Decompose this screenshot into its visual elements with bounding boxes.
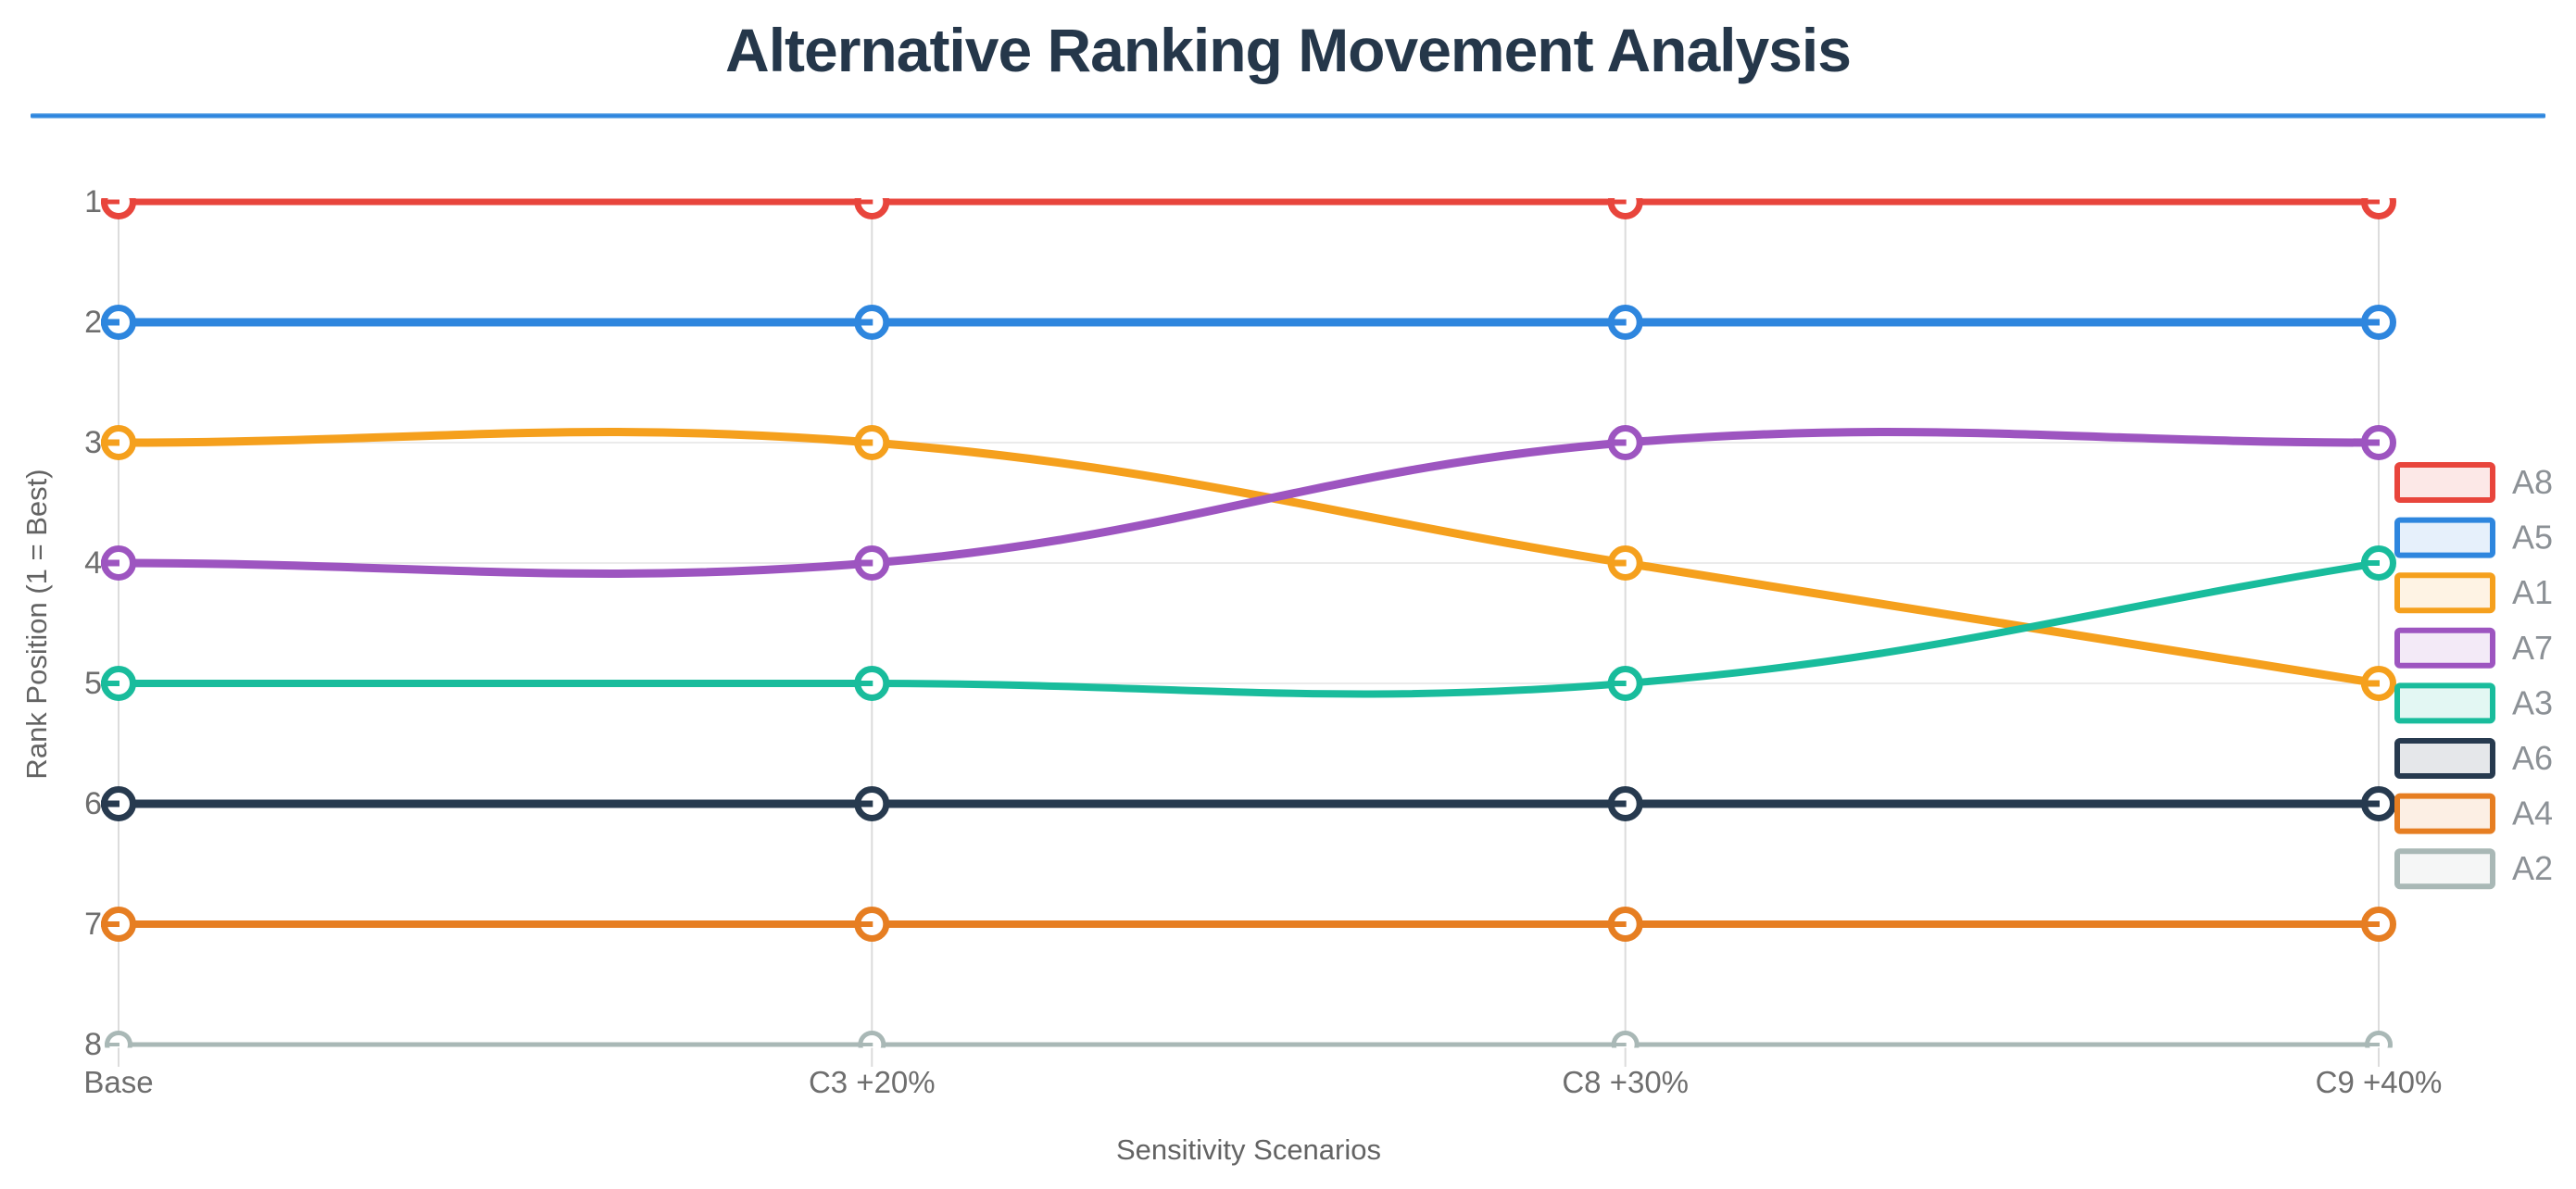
chart-title: Alternative Ranking Movement Analysis	[725, 16, 1852, 84]
y-tick-label: 3	[84, 425, 102, 460]
y-tick-label: 2	[84, 305, 102, 340]
x-tick-label: C8 +30%	[1562, 1065, 1689, 1099]
legend-label: A2	[2512, 849, 2553, 887]
legend-swatch	[2394, 627, 2495, 669]
legend-label: A7	[2512, 629, 2553, 667]
legend-swatch	[2394, 738, 2495, 779]
series-A4	[101, 907, 2396, 942]
legend-swatch	[2394, 572, 2495, 614]
x-tick-label: Base	[83, 1065, 153, 1099]
legend-item-A3[interactable]: A3	[2394, 682, 2553, 724]
series-line-A3	[115, 559, 2382, 698]
legend-label: A5	[2512, 519, 2553, 557]
y-tick-label: 6	[84, 786, 102, 821]
legend: A8 A5 A1 A7 A3 A6 A4 A2	[2394, 462, 2553, 890]
x-tick-label: C3 +20%	[809, 1065, 936, 1099]
legend-item-A7[interactable]: A7	[2394, 627, 2553, 669]
y-tick-label: 8	[84, 1027, 102, 1062]
legend-label: A4	[2512, 795, 2553, 832]
series-A1	[101, 425, 2396, 701]
legend-swatch	[2394, 848, 2495, 890]
series-A7	[101, 425, 2396, 581]
legend-item-A6[interactable]: A6	[2394, 738, 2553, 779]
y-tick-label: 7	[84, 907, 102, 942]
legend-label: A1	[2512, 573, 2553, 611]
y-axis-title: Rank Position (1 = Best)	[20, 469, 53, 779]
legend-swatch	[2394, 793, 2495, 834]
legend-swatch	[2394, 682, 2495, 724]
legend-label: A3	[2512, 683, 2553, 721]
legend-swatch	[2394, 517, 2495, 558]
series-A5	[101, 305, 2396, 340]
series-A6	[101, 786, 2396, 821]
y-tick-label: 4	[84, 545, 102, 581]
series-A2	[105, 1031, 2393, 1048]
x-tick-label: C9 +40%	[2316, 1065, 2443, 1099]
series-line-A7	[114, 428, 2383, 578]
series-A8	[101, 198, 2396, 219]
title-divider	[31, 113, 2545, 119]
legend-item-A5[interactable]: A5	[2394, 517, 2553, 558]
legend-swatch	[2394, 462, 2495, 503]
plot-area	[101, 198, 2396, 1048]
legend-item-A2[interactable]: A2	[2394, 848, 2553, 890]
y-tick-label: 5	[84, 666, 102, 701]
series-A3	[101, 545, 2396, 701]
legend-item-A8[interactable]: A8	[2394, 462, 2553, 503]
legend-item-A4[interactable]: A4	[2394, 793, 2553, 834]
series-line-A1	[114, 428, 2383, 688]
legend-label: A6	[2512, 739, 2553, 777]
y-tick-label: 1	[84, 184, 102, 219]
x-axis-title: Sensitivity Scenarios	[1116, 1133, 1381, 1166]
legend-item-A1[interactable]: A1	[2394, 572, 2553, 614]
legend-label: A8	[2512, 463, 2553, 501]
